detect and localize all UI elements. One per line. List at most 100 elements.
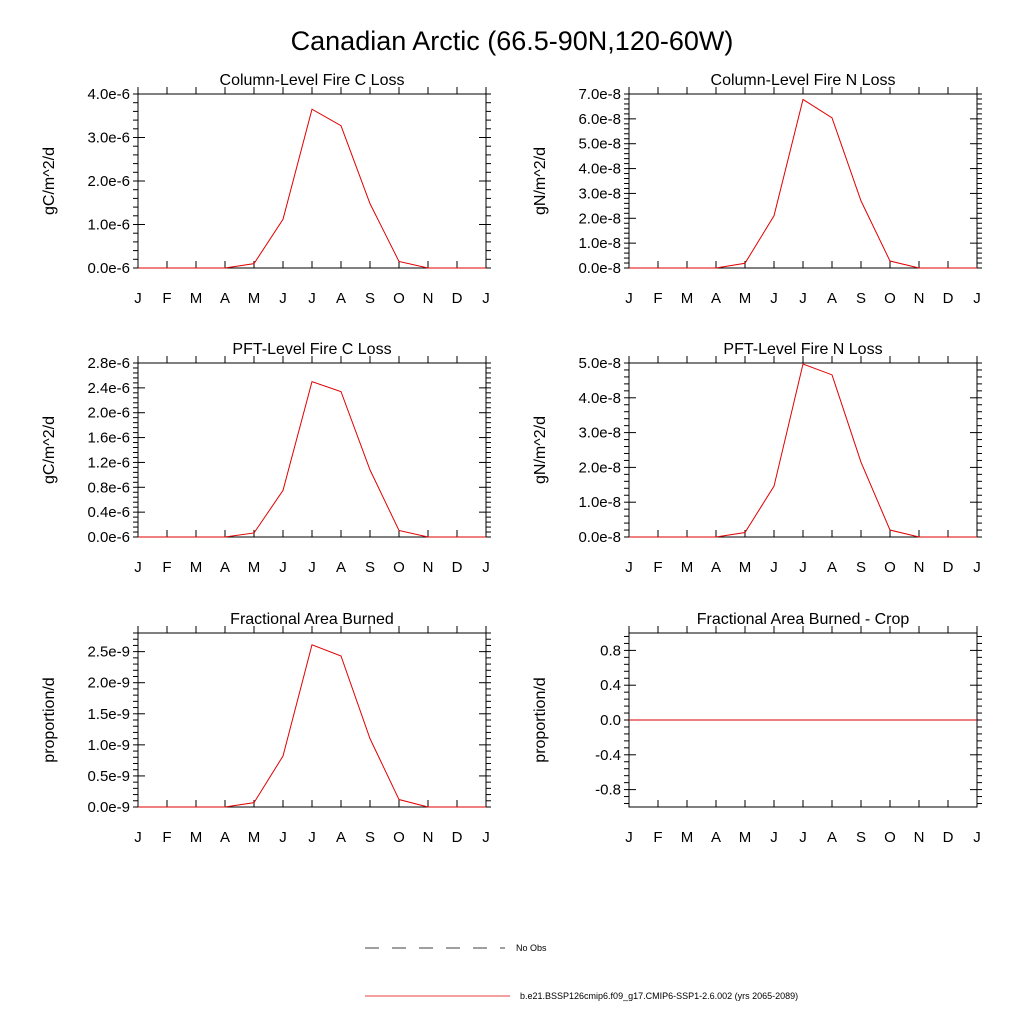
y-tick-label: 2.8e-6 — [87, 355, 130, 372]
plot-frame — [628, 362, 978, 538]
x-tick-label: F — [162, 829, 171, 846]
x-tick-label: M — [190, 559, 203, 576]
x-tick-label: J — [770, 829, 778, 846]
x-tick-label: J — [279, 829, 287, 846]
x-tick-label: N — [423, 829, 434, 846]
y-tick-label: 0.8e-6 — [87, 479, 130, 496]
x-tick-label: J — [482, 829, 490, 846]
y-tick-label: 7.0e-8 — [578, 86, 621, 103]
y-tick-label: 1.2e-6 — [87, 454, 130, 471]
y-tick-label: 3.0e-6 — [87, 130, 130, 147]
y-axis-label: gN/m^2/d — [532, 147, 549, 215]
x-tick-label: N — [423, 290, 434, 307]
x-tick-label: J — [770, 290, 778, 307]
x-tick-label: S — [856, 290, 866, 307]
x-tick-label: D — [452, 559, 463, 576]
x-tick-label: J — [625, 559, 633, 576]
y-axis-label: gC/m^2/d — [41, 147, 58, 215]
panel-title: Column-Level Fire C Loss — [220, 72, 405, 89]
x-tick-label: A — [220, 559, 230, 576]
panel-title: PFT-Level Fire N Loss — [723, 341, 882, 358]
x-tick-label: A — [336, 829, 346, 846]
series-line-0 — [629, 98, 977, 269]
y-tick-label: 1.0e-6 — [87, 217, 130, 234]
y-tick-label: -0.4 — [595, 747, 621, 764]
x-tick-label: D — [452, 290, 463, 307]
x-tick-label: M — [248, 559, 261, 576]
x-tick-label: M — [739, 559, 752, 576]
x-tick-label: M — [190, 829, 203, 846]
y-tick-label: 1.5e-9 — [87, 706, 130, 723]
y-tick-label: 2.5e-9 — [87, 644, 130, 661]
y-tick-label: -0.8 — [595, 782, 621, 799]
y-tick-label: 1.6e-6 — [87, 430, 130, 447]
x-tick-label: A — [827, 829, 837, 846]
y-axis-label: proportion/d — [41, 677, 58, 762]
x-tick-label: M — [739, 290, 752, 307]
y-tick-label: 0.4e-6 — [87, 504, 130, 521]
x-tick-label: J — [482, 290, 490, 307]
x-tick-label: J — [279, 290, 287, 307]
panel-title: PFT-Level Fire C Loss — [232, 341, 391, 358]
x-tick-label: O — [393, 829, 405, 846]
x-tick-label: O — [393, 290, 405, 307]
y-tick-label: 0.5e-9 — [87, 768, 130, 785]
x-tick-label: J — [799, 559, 807, 576]
x-tick-label: A — [827, 559, 837, 576]
x-tick-label: J — [973, 290, 981, 307]
x-tick-label: J — [279, 559, 287, 576]
x-tick-label: F — [653, 829, 662, 846]
x-tick-label: S — [365, 290, 375, 307]
x-tick-label: M — [248, 829, 261, 846]
x-tick-label: J — [625, 290, 633, 307]
x-tick-label: M — [681, 559, 694, 576]
x-tick-label: M — [248, 290, 261, 307]
y-tick-label: 1.0e-8 — [578, 235, 621, 252]
x-tick-label: N — [423, 559, 434, 576]
x-tick-label: A — [336, 559, 346, 576]
figure-title: Canadian Arctic (66.5-90N,120-60W) — [291, 26, 734, 56]
x-tick-label: S — [856, 559, 866, 576]
x-tick-label: D — [943, 559, 954, 576]
y-tick-label: 0.0 — [600, 712, 621, 729]
x-tick-label: J — [973, 559, 981, 576]
y-tick-label: 3.0e-8 — [578, 425, 621, 442]
y-tick-label: 5.0e-8 — [578, 136, 621, 153]
x-tick-label: D — [943, 290, 954, 307]
y-tick-label: 2.0e-8 — [578, 459, 621, 476]
x-tick-label: N — [914, 290, 925, 307]
x-tick-label: J — [308, 559, 316, 576]
x-tick-label: O — [884, 290, 896, 307]
panel-title: Fractional Area Burned - Crop — [697, 611, 910, 628]
x-tick-label: J — [308, 829, 316, 846]
x-tick-label: J — [799, 290, 807, 307]
series-line-0 — [138, 380, 486, 538]
legend-label-no-obs: No Obs — [516, 943, 547, 953]
y-tick-label: 2.4e-6 — [87, 380, 130, 397]
x-tick-label: S — [365, 829, 375, 846]
y-tick-label: 0.8 — [600, 642, 621, 659]
x-tick-label: J — [973, 829, 981, 846]
x-tick-label: M — [739, 829, 752, 846]
x-tick-label: A — [711, 559, 721, 576]
x-tick-label: S — [856, 829, 866, 846]
y-tick-label: 0.0e-9 — [87, 799, 130, 816]
x-tick-label: A — [220, 290, 230, 307]
x-tick-label: F — [162, 290, 171, 307]
y-tick-label: 4.0e-8 — [578, 390, 621, 407]
x-tick-label: J — [134, 829, 142, 846]
y-tick-label: 4.0e-8 — [578, 161, 621, 178]
y-tick-label: 0.0e-8 — [578, 529, 621, 546]
y-axis-label: proportion/d — [532, 677, 549, 762]
x-tick-label: N — [914, 559, 925, 576]
x-tick-label: M — [681, 290, 694, 307]
plot-frame — [137, 93, 487, 269]
x-tick-label: F — [653, 290, 662, 307]
x-tick-label: J — [799, 829, 807, 846]
y-tick-label: 5.0e-8 — [578, 355, 621, 372]
y-tick-label: 2.0e-6 — [87, 173, 130, 190]
x-tick-label: D — [452, 829, 463, 846]
